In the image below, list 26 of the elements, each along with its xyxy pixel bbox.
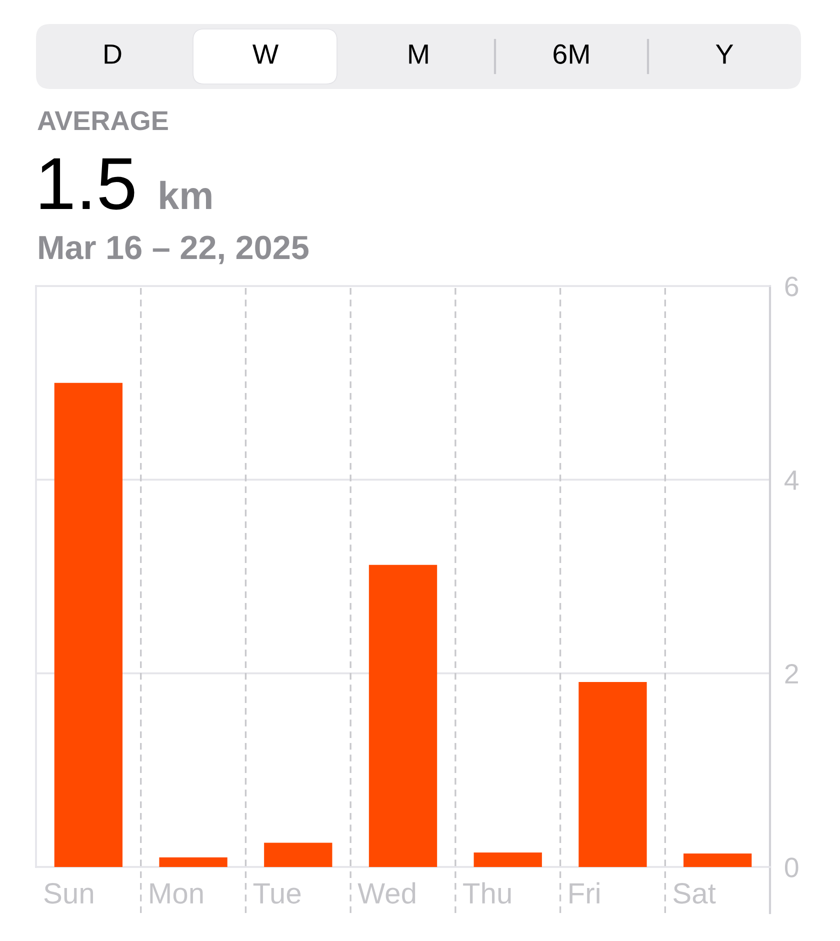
y-tick-label: 6 — [785, 276, 798, 296]
y-tick-label: 2 — [785, 664, 798, 684]
bar — [474, 852, 542, 867]
x-tick-label: Sun — [44, 883, 94, 904]
x-tick-label: Thu — [463, 882, 511, 904]
bar — [159, 857, 228, 867]
x-tick-label: Sat — [673, 883, 716, 904]
chart-title: 1.5 km — [40, 158, 212, 210]
bar — [54, 382, 123, 867]
text: AVERAGE — [38, 111, 168, 130]
y-tick-label: 0 — [784, 858, 798, 878]
bar — [683, 853, 752, 867]
text: D — [104, 44, 122, 64]
text: M — [409, 44, 428, 64]
x-tick-label: Wed — [358, 882, 416, 904]
x-tick-label: Fri — [570, 882, 600, 904]
text: Y — [716, 44, 734, 64]
chart-subtitle: Mar 16 – 22, 2025 — [39, 236, 308, 264]
text: W — [252, 44, 279, 64]
x-tick-label: Mon — [150, 883, 203, 904]
y-tick-label: 4 — [784, 470, 799, 490]
bar — [368, 564, 438, 867]
bar — [264, 842, 332, 867]
text: 6M — [554, 44, 589, 64]
bar — [578, 682, 647, 867]
x-tick-label: Tue — [253, 883, 301, 904]
